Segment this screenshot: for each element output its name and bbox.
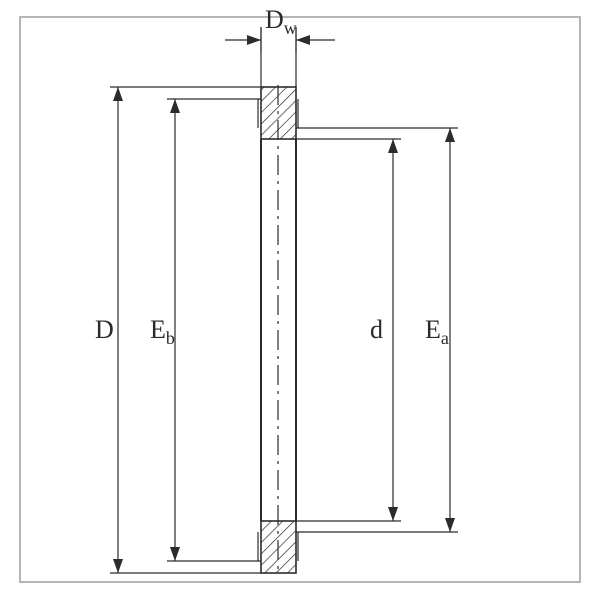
label-D: D [95, 315, 114, 345]
label-Ea-sub: a [441, 328, 449, 348]
label-Eb: Eb [150, 315, 175, 349]
label-Eb-sub: b [166, 328, 175, 348]
label-Dw: Dw [265, 5, 297, 39]
label-Dw-sub: w [284, 18, 297, 38]
label-d-main: d [370, 315, 383, 344]
diagram-container: { "type": "engineering-diagram", "descri… [0, 0, 600, 600]
label-Ea: Ea [425, 315, 449, 349]
label-d: d [370, 315, 383, 345]
label-Dw-main: D [265, 5, 284, 34]
label-D-main: D [95, 315, 114, 344]
label-Eb-main: E [150, 315, 166, 344]
diagram-svg [0, 0, 600, 600]
label-Ea-main: E [425, 315, 441, 344]
